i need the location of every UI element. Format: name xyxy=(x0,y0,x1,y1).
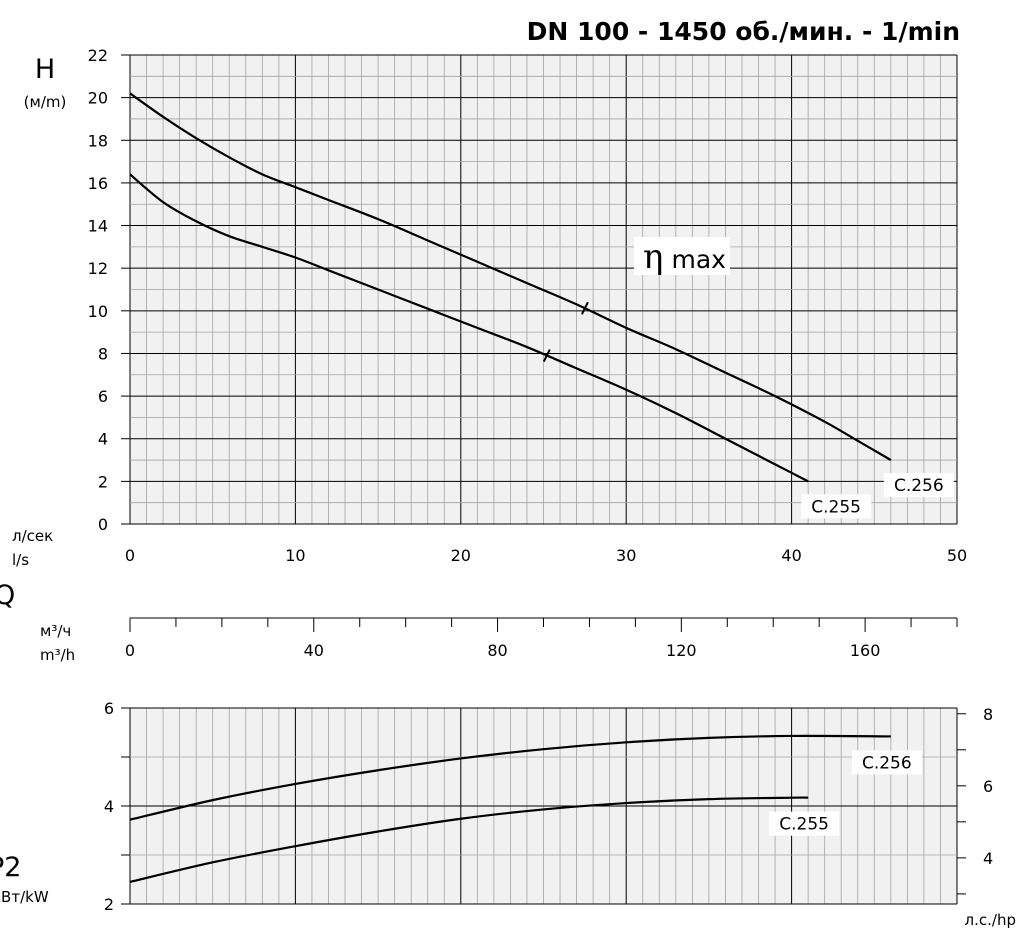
power-y-tick-label: 2 xyxy=(104,895,114,914)
head-y-tick-label: 14 xyxy=(88,217,108,236)
flow-tick-label: 40 xyxy=(304,641,324,660)
flow-unit-en-ls: l/s xyxy=(12,551,29,569)
head-ticks: 0 2 4 6 8 10 12 14 16 18 20 22 0 10 20 30 40 50 xyxy=(88,46,968,565)
head-y-tick-label: 2 xyxy=(98,472,108,491)
power-hp-unit: л.с./hp xyxy=(965,911,1016,929)
head-curve-c-256 xyxy=(129,92,892,461)
power-curve-c-256 xyxy=(129,734,891,821)
head-series-label-c-255: C.255 xyxy=(811,497,861,517)
head-x-tick-label: 10 xyxy=(285,546,305,565)
eta-max-mark-c-256 xyxy=(580,301,589,315)
eta-max-text: max xyxy=(671,245,725,274)
chart-title: DN 100 - 1450 об./мин. - 1/min xyxy=(527,17,960,46)
head-y-tick-label: 0 xyxy=(98,515,108,534)
flow-tick-label: 120 xyxy=(666,641,697,660)
flow-axis-label: Q xyxy=(0,580,15,611)
eta-max-mark-c-255 xyxy=(542,349,551,363)
head-curve-c-255 xyxy=(129,173,809,483)
power-hp-tick-label: 8 xyxy=(983,705,993,724)
flow-tick-label: 0 xyxy=(125,641,135,660)
power-y-tick-label: 4 xyxy=(104,797,114,816)
head-curves: C.256 C.255 xyxy=(129,92,954,519)
head-x-tick-label: 40 xyxy=(781,546,801,565)
eta-max-label: η max xyxy=(643,237,726,277)
head-y-tick-label: 20 xyxy=(88,89,108,108)
power-series-label-bg-c-255 xyxy=(769,811,840,836)
head-series-label-bg-c-256 xyxy=(883,473,954,498)
head-y-tick-label: 10 xyxy=(88,302,108,321)
head-y-tick-label: 18 xyxy=(88,131,108,150)
power-axis-label: P2 xyxy=(0,852,21,883)
eta-label-bg xyxy=(634,237,730,275)
power-curves: C.256 C.255 xyxy=(129,734,922,884)
head-x-tick-label: 30 xyxy=(616,546,636,565)
head-series-label-bg-c-255 xyxy=(801,494,872,519)
flow-unit-ru-ls: л/сек xyxy=(12,527,53,545)
head-axis-label: H xyxy=(35,54,55,85)
power-chart: 2 4 6 4 6 8 C.256 C.255 P2 кВт/kW л.с./hp xyxy=(0,699,1016,929)
flow-unit-en-m3h: m³/h xyxy=(40,646,75,664)
power-series-label-bg-c-256 xyxy=(851,750,922,775)
head-series-label-c-256: C.256 xyxy=(894,476,944,496)
flow-ticks: 0 40 80 120 160 xyxy=(125,618,958,660)
head-x-tick-label: 20 xyxy=(451,546,471,565)
power-series-label-c-255: C.255 xyxy=(779,815,829,835)
power-hp-tick-label: 6 xyxy=(983,777,993,796)
power-curve-c-255 xyxy=(129,796,809,884)
head-y-tick-label: 12 xyxy=(88,259,108,278)
power-series-label-c-256: C.256 xyxy=(862,753,912,773)
flow-tick-label: 80 xyxy=(487,641,507,660)
flow-unit-ru-m3h: м³/ч xyxy=(40,622,71,640)
power-hp-tick-label: 4 xyxy=(983,849,993,868)
head-y-tick-label: 6 xyxy=(98,387,108,406)
power-ticks: 2 4 6 4 6 8 xyxy=(104,699,993,914)
flow-m3h-axis: 0 40 80 120 160 Q м³/ч m³/h xyxy=(0,580,958,664)
flow-tick-label: 160 xyxy=(850,641,881,660)
head-axis-unit: (м/m) xyxy=(24,93,67,111)
head-y-tick-label: 22 xyxy=(88,46,108,65)
eta-symbol: η xyxy=(643,237,663,277)
power-grid xyxy=(129,707,958,905)
head-x-tick-label: 50 xyxy=(947,546,967,565)
head-y-tick-label: 4 xyxy=(98,430,108,449)
head-y-tick-label: 16 xyxy=(88,174,108,193)
head-grid xyxy=(129,54,958,525)
head-y-tick-label: 8 xyxy=(98,344,108,363)
head-x-tick-label: 0 xyxy=(125,546,135,565)
power-y-tick-label: 6 xyxy=(104,699,114,718)
power-axis-unit: кВт/kW xyxy=(0,888,49,906)
